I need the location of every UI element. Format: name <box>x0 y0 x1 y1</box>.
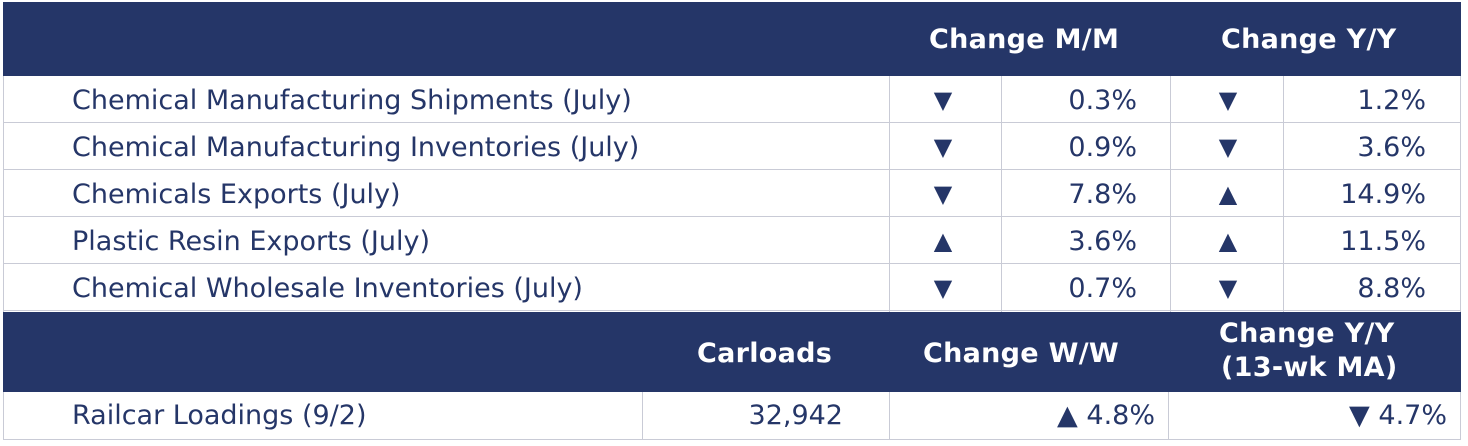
table-row: Plastic Resin Exports (July) ▲ 3.6% ▲ 11.5% <box>3 217 1461 264</box>
column-divider <box>1283 76 1284 312</box>
table-header-railcar: Carloads Change W/W Change Y/Y (13-wk MA… <box>3 312 1461 392</box>
table-row: Chemical Wholesale Inventories (July) ▼ 0.… <box>3 264 1461 311</box>
table-header-monthly: Change M/M Change Y/Y <box>3 2 1461 76</box>
mm-direction-icon: ▼ <box>933 133 953 161</box>
carloads-value: 32,942 <box>748 400 843 431</box>
mm-direction-icon: ▼ <box>933 180 953 208</box>
mm-value: 0.3% <box>1068 85 1137 116</box>
mm-value: 0.7% <box>1068 273 1137 304</box>
row-label: Chemical Manufacturing Inventories (July… <box>72 132 640 163</box>
mm-direction-icon: ▼ <box>933 86 953 114</box>
yy-direction-icon: ▲ <box>1218 180 1238 208</box>
header-change-ww: Change W/W <box>923 338 1119 369</box>
table-row: Chemical Manufacturing Inventories (July… <box>3 123 1461 170</box>
change-ww-value: ▲ 4.8% <box>1057 400 1155 431</box>
mm-value: 3.6% <box>1068 226 1137 257</box>
mm-direction-icon: ▼ <box>933 274 953 302</box>
yy-value: 11.5% <box>1340 226 1426 257</box>
mm-direction-icon: ▲ <box>933 227 953 255</box>
header-carloads: Carloads <box>697 338 833 369</box>
yy-direction-icon: ▼ <box>1218 86 1238 114</box>
row-label: Chemical Wholesale Inventories (July) <box>72 273 583 304</box>
column-divider <box>642 392 643 440</box>
yy-value: 3.6% <box>1357 132 1426 163</box>
row-label: Chemical Manufacturing Shipments (July) <box>72 85 632 116</box>
table-row: Chemicals Exports (July) ▼ 7.8% ▲ 14.9% <box>3 170 1461 217</box>
column-divider <box>889 392 890 440</box>
yy-value: 8.8% <box>1357 273 1426 304</box>
header-change-yy: Change Y/Y <box>1221 24 1397 55</box>
mm-value: 0.9% <box>1068 132 1137 163</box>
yy-value: 14.9% <box>1340 179 1426 210</box>
yy-direction-icon: ▼ <box>1218 133 1238 161</box>
yy-value: 1.2% <box>1357 85 1426 116</box>
table-row-railcar: Railcar Loadings (9/2) 32,942 ▲ 4.8% ▼ 4… <box>3 392 1461 440</box>
header-change-yy-line1: Change Y/Y <box>1219 318 1395 349</box>
mm-value: 7.8% <box>1068 179 1137 210</box>
column-divider <box>1001 76 1002 312</box>
change-yy-value: ▼ 4.7% <box>1349 400 1447 431</box>
column-divider <box>1168 392 1169 440</box>
row-label: Railcar Loadings (9/2) <box>72 400 367 431</box>
yy-direction-icon: ▼ <box>1218 274 1238 302</box>
table-row: Chemical Manufacturing Shipments (July) ▼… <box>3 76 1461 123</box>
yy-direction-icon: ▲ <box>1218 227 1238 255</box>
row-label: Plastic Resin Exports (July) <box>72 226 430 257</box>
row-label: Chemicals Exports (July) <box>72 179 401 210</box>
column-divider <box>889 76 890 312</box>
header-change-mm: Change M/M <box>929 24 1120 55</box>
column-divider <box>1170 76 1171 312</box>
header-change-yy-line2: (13-wk MA) <box>1221 352 1398 383</box>
